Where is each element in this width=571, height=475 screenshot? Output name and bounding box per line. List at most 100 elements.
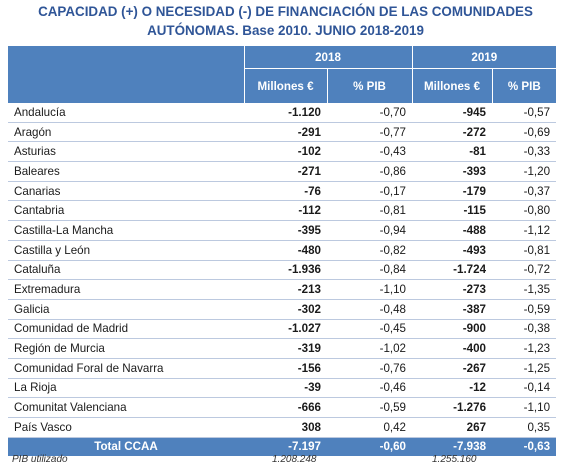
pib-2018-cell: -0,84 xyxy=(327,260,413,281)
pib-2018-cell: -0,81 xyxy=(327,200,413,222)
pib-2018-cell: -0,48 xyxy=(327,299,413,320)
total-label: Total CCAA xyxy=(8,437,244,456)
total-pib-2018: -0,60 xyxy=(327,437,413,456)
pib-2019-cell: -0,14 xyxy=(492,378,557,399)
table-row: Extremadura -213 -1,10 -273 -1,35 xyxy=(8,279,557,300)
millones-2019-cell: -115 xyxy=(412,200,493,222)
millones-2018-cell: 308 xyxy=(244,417,327,438)
header-pib-2018: % PIB xyxy=(326,68,413,103)
millones-2019-cell: -12 xyxy=(412,378,493,399)
pib-2019-cell: -0,69 xyxy=(492,122,557,143)
title-line-2: AUTÓNOMAS. Base 2010. JUNIO 2018-2019 xyxy=(147,23,424,38)
pib-2018-cell: -1,10 xyxy=(327,279,413,300)
region-name: Extremadura xyxy=(8,279,244,300)
pib-2018-cell: -1,02 xyxy=(327,338,413,359)
region-name: Asturias xyxy=(8,141,244,163)
total-row: Total CCAA -7.197 -0,60 -7.938 -0,63 xyxy=(8,437,557,456)
pib-2018-cell: -0,70 xyxy=(327,103,413,123)
table-row: Cantabria -112 -0,81 -115 -0,80 xyxy=(8,200,557,222)
millones-2018-cell: -102 xyxy=(244,141,327,163)
millones-2019-cell: -387 xyxy=(412,299,493,320)
table-row: Canarias -76 -0,17 -179 -0,37 xyxy=(8,181,557,202)
pib-2018-cell: -0,94 xyxy=(327,220,413,241)
millones-2019-cell: -81 xyxy=(412,141,493,163)
table-row: Baleares -271 -0,86 -393 -1,20 xyxy=(8,161,557,182)
pib-2018-cell: -0,45 xyxy=(327,319,413,340)
pib-2018-cell: -0,82 xyxy=(327,240,413,261)
pib-2018-cell: -0,17 xyxy=(327,181,413,202)
pib-2019-cell: -0,81 xyxy=(492,240,557,261)
pib-2019-cell: -0,33 xyxy=(492,141,557,163)
table-body: Andalucía -1.120 -0,70 -945 -0,57 Aragón -291-… xyxy=(8,103,557,438)
region-name: País Vasco xyxy=(8,417,244,438)
pib-2019: 1.255.160 xyxy=(432,454,477,465)
region-name: Región de Murcia xyxy=(8,338,244,359)
millones-2019-cell: -1.276 xyxy=(412,397,493,418)
table-row: Comunidad Foral de Navarra -156 -0,76 -267-… xyxy=(8,358,557,379)
millones-2018-cell: -271 xyxy=(244,161,327,182)
millones-2019-cell: -267 xyxy=(412,358,493,379)
region-name: Comunidad de Madrid xyxy=(8,319,244,340)
pib-2018: 1.208.248 xyxy=(272,454,317,465)
table-row: Andalucía -1.120 -0,70 -945 -0,57 xyxy=(8,103,557,123)
region-name: Cataluña xyxy=(8,260,244,281)
millones-2019-cell: 267 xyxy=(412,417,493,438)
financing-table: 2018 2019 Millones € % PIB Millones € % … xyxy=(8,46,557,456)
pib-2019-cell: -1,12 xyxy=(492,220,557,241)
total-millones-2018: -7.197 xyxy=(244,437,327,456)
table-row: Región de Murcia -319 -1,02 -400 -1,23 xyxy=(8,338,557,359)
millones-2019-cell: -945 xyxy=(412,103,493,123)
table-row: Comunidad de Madrid -1.027 -0,45 -900 -0,38 xyxy=(8,319,557,340)
millones-2018-cell: -395 xyxy=(244,220,327,241)
millones-2018-cell: -1.027 xyxy=(244,319,327,340)
table-row: Galicia -302 -0,48 -387 -0,59 xyxy=(8,299,557,320)
region-name: Canarias xyxy=(8,181,244,202)
pib-2018-cell: -0,76 xyxy=(327,358,413,379)
millones-2018-cell: -112 xyxy=(244,200,327,222)
header-millones-2019: Millones € xyxy=(411,68,493,103)
table-row: Castilla-La Mancha -395 -0,94 -488 -1,12 xyxy=(8,220,557,241)
pib-2019-cell: -0,57 xyxy=(492,103,557,123)
pib-2019-cell: -0,80 xyxy=(492,200,557,222)
millones-2019-cell: -393 xyxy=(412,161,493,182)
pib-2018-cell: -0,77 xyxy=(327,122,413,143)
total-millones-2019: -7.938 xyxy=(412,437,493,456)
pib-2018-cell: -0,86 xyxy=(327,161,413,182)
millones-2019-cell: -179 xyxy=(412,181,493,202)
header-year-2019: 2019 xyxy=(411,46,557,69)
millones-2018-cell: -156 xyxy=(244,358,327,379)
pib-2019-cell: -1,20 xyxy=(492,161,557,182)
millones-2019-cell: -1.724 xyxy=(412,260,493,281)
header-blank-cell xyxy=(8,46,244,103)
pib-2019-cell: -0,38 xyxy=(492,319,557,340)
pib-2018-cell: -0,46 xyxy=(327,378,413,399)
millones-2018-cell: -1.936 xyxy=(244,260,327,281)
table-row: Aragón -291 -0,77 -272 -0,69 xyxy=(8,122,557,143)
millones-2018-cell: -213 xyxy=(244,279,327,300)
table-row: País Vasco 308 0,42 267 0,35 xyxy=(8,417,557,438)
header-millones-2018: Millones € xyxy=(243,68,327,103)
millones-2019-cell: -488 xyxy=(412,220,493,241)
pib-2019-cell: -1,35 xyxy=(492,279,557,300)
pib-2019-cell: 0,35 xyxy=(492,417,557,438)
pib-2019-cell: -0,72 xyxy=(492,260,557,281)
table-row: Asturias -102 -0,43 -81 -0,33 xyxy=(8,141,557,163)
table-row: Comunitat Valenciana -666 -0,59 -1.276 -1,10 xyxy=(8,397,557,418)
pib-2019-cell: -0,59 xyxy=(492,299,557,320)
pib-label: PIB utilizado xyxy=(12,454,68,465)
millones-2019-cell: -272 xyxy=(412,122,493,143)
pib-2019-cell: -1,10 xyxy=(492,397,557,418)
region-name: Comunidad Foral de Navarra xyxy=(8,358,244,379)
region-name: Aragón xyxy=(8,122,244,143)
region-name: La Rioja xyxy=(8,378,244,399)
header-year-2018: 2018 xyxy=(243,46,413,69)
millones-2018-cell: -76 xyxy=(244,181,327,202)
millones-2018-cell: -302 xyxy=(244,299,327,320)
table-row: Cataluña -1.936 -0,84 -1.724 -0,72 xyxy=(8,260,557,281)
millones-2018-cell: -1.120 xyxy=(244,103,327,123)
millones-2019-cell: -493 xyxy=(412,240,493,261)
pib-2019-cell: -0,37 xyxy=(492,181,557,202)
millones-2018-cell: -39 xyxy=(244,378,327,399)
region-name: Baleares xyxy=(8,161,244,182)
millones-2019-cell: -400 xyxy=(412,338,493,359)
